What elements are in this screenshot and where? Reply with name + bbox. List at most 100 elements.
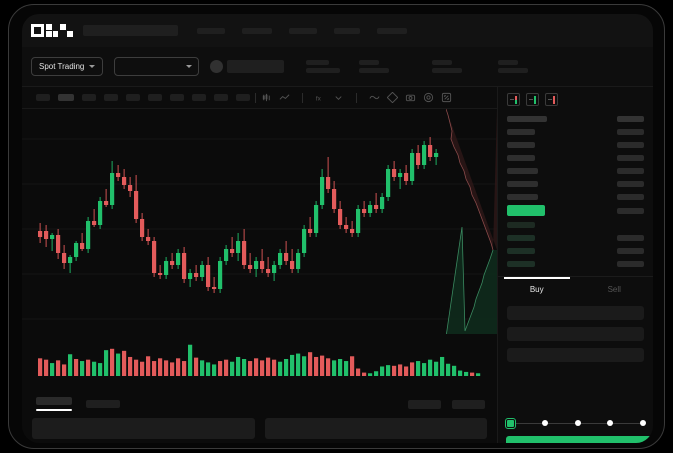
nav-item-3[interactable] xyxy=(289,27,317,34)
onboarding-stepper xyxy=(505,417,646,429)
orderbook-ask-row[interactable] xyxy=(507,190,644,203)
orderbook-bid-row[interactable] xyxy=(507,218,644,231)
wave-indicator-icon[interactable] xyxy=(369,92,380,103)
okx-logo-k xyxy=(45,24,59,37)
coin-avatar-icon xyxy=(210,60,224,73)
stat-24h-high xyxy=(432,60,463,73)
indicator-icon[interactable]: fx xyxy=(315,92,326,103)
timeframe-button-3[interactable] xyxy=(82,94,96,101)
svg-text:fx: fx xyxy=(316,95,322,102)
app-screen: Spot Trading xyxy=(22,14,653,443)
orderbook-mode-group xyxy=(498,87,653,112)
okx-logo-o xyxy=(31,24,44,37)
nav-item-2[interactable] xyxy=(242,27,272,34)
stat-last-price xyxy=(306,60,341,73)
orderbook-bid-row[interactable] xyxy=(507,244,644,257)
step-1[interactable] xyxy=(505,417,516,429)
timeframe-button-7[interactable] xyxy=(170,94,184,101)
timeframe-button-4[interactable] xyxy=(104,94,118,101)
step-4[interactable] xyxy=(607,420,614,426)
orderbook-spread-highlight xyxy=(507,205,545,216)
timeframe-group xyxy=(36,94,250,101)
primary-cta-button[interactable] xyxy=(506,436,653,443)
nav-item-1[interactable] xyxy=(197,27,225,34)
orderbook-mode-both[interactable] xyxy=(507,93,520,106)
nav-item-5[interactable] xyxy=(377,27,407,34)
stat-24h-change xyxy=(359,60,390,73)
orderbook-panel: Buy Sell xyxy=(497,87,653,443)
okx-logo-x xyxy=(60,24,73,37)
device-frame: Spot Trading xyxy=(8,4,665,449)
timeframe-button-10[interactable] xyxy=(236,94,250,101)
bottom-action-2[interactable] xyxy=(452,399,485,409)
orderbook-ask-row[interactable] xyxy=(507,125,644,138)
tab-order-history[interactable] xyxy=(86,400,120,408)
bottom-panel-left[interactable] xyxy=(32,418,255,439)
depth-chart-overlay xyxy=(446,109,497,337)
bottom-action-1[interactable] xyxy=(408,399,441,409)
orderbook-ask-row[interactable] xyxy=(507,164,644,177)
candlestick-chart-icon[interactable] xyxy=(261,92,272,103)
orderbook-mode-bids[interactable] xyxy=(526,93,539,106)
chevron-down-icon xyxy=(89,65,96,68)
volume-canvas xyxy=(38,344,481,376)
orderbook-mode-asks[interactable] xyxy=(545,93,558,106)
chart-gridlines xyxy=(22,138,497,320)
stat-24h-volume xyxy=(498,60,529,73)
step-3[interactable] xyxy=(574,420,581,426)
pair-name-placeholder xyxy=(227,60,285,73)
chart-candles xyxy=(38,137,439,293)
order-form-tabs: Buy Sell xyxy=(498,276,653,300)
orderbook-rows xyxy=(498,112,653,270)
orderbook-bid-row[interactable] xyxy=(507,231,644,244)
timeframe-button-2[interactable] xyxy=(58,94,74,101)
timeframe-button-5[interactable] xyxy=(126,94,140,101)
active-tab-indicator xyxy=(36,409,72,411)
timeframe-button-1[interactable] xyxy=(36,94,50,101)
chart-canvas xyxy=(22,137,497,320)
volume-bars xyxy=(38,344,481,376)
orderbook-ask-row[interactable] xyxy=(507,138,644,151)
orderbook-ask-row[interactable] xyxy=(507,151,644,164)
ticker-bar: Spot Trading xyxy=(22,47,653,87)
tab-open-orders[interactable] xyxy=(36,397,72,411)
okx-logo[interactable] xyxy=(31,24,73,37)
depth-bid-area xyxy=(446,227,497,337)
volume-chart xyxy=(22,334,497,392)
bottom-panel-right[interactable] xyxy=(264,418,487,439)
fullscreen-icon[interactable] xyxy=(441,92,452,103)
chart-toolbar: fx xyxy=(22,87,497,109)
settings-circle-icon[interactable] xyxy=(423,92,434,103)
pair-select[interactable] xyxy=(114,57,200,76)
chart-tools: fx xyxy=(261,92,452,103)
order-total-field[interactable] xyxy=(507,348,644,362)
tab-sell[interactable]: Sell xyxy=(607,285,621,294)
toolbar-divider xyxy=(255,92,256,103)
depth-ask-area xyxy=(446,109,497,250)
order-amount-field[interactable] xyxy=(507,327,644,341)
timeframe-button-9[interactable] xyxy=(214,94,228,101)
chevron-down-icon[interactable] xyxy=(333,92,344,103)
bottom-actions xyxy=(408,399,485,409)
global-search-box[interactable] xyxy=(83,25,178,36)
nav-item-4[interactable] xyxy=(334,27,360,34)
order-price-field[interactable] xyxy=(507,306,644,320)
toolbar-divider xyxy=(356,92,357,103)
candlestick-chart[interactable] xyxy=(22,109,497,334)
timeframe-button-6[interactable] xyxy=(148,94,162,101)
camera-icon[interactable] xyxy=(405,92,416,103)
bottom-tab-bar xyxy=(22,392,497,416)
line-chart-icon[interactable] xyxy=(279,92,290,103)
step-2[interactable] xyxy=(541,420,548,426)
tab-buy[interactable]: Buy xyxy=(498,277,576,300)
orderbook-ask-row[interactable] xyxy=(507,177,644,190)
orderbook-header-row xyxy=(507,112,644,125)
market-type-select[interactable]: Spot Trading xyxy=(31,57,104,76)
depth-bid-line xyxy=(446,226,494,337)
app-header xyxy=(22,14,653,47)
market-type-label: Spot Trading xyxy=(39,62,85,71)
timeframe-button-8[interactable] xyxy=(192,94,206,101)
step-5[interactable] xyxy=(640,420,646,426)
orderbook-bid-row[interactable] xyxy=(507,257,644,270)
measure-ruler-icon[interactable] xyxy=(387,92,398,103)
